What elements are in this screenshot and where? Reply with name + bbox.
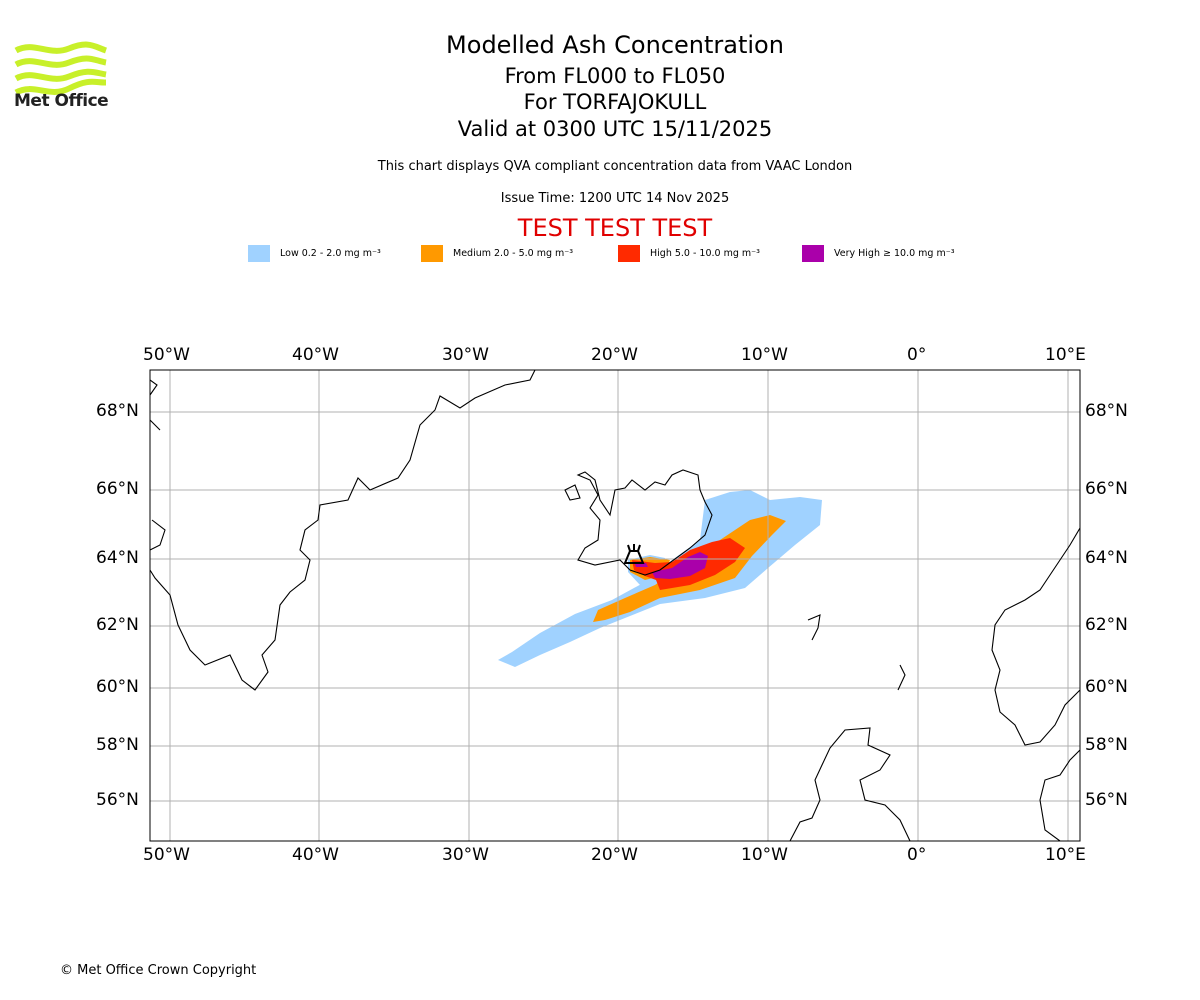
lon-label-bottom: 40°W xyxy=(292,845,339,865)
coastline-norway xyxy=(991,527,1080,841)
flight-levels: From FL000 to FL050 xyxy=(504,64,726,88)
legend-label: Medium 2.0 - 5.0 mg m⁻³ xyxy=(453,248,574,259)
legend-label: Low 0.2 - 2.0 mg m⁻³ xyxy=(280,248,381,259)
lat-label-left: 64°N xyxy=(96,548,139,568)
lon-label-top: 40°W xyxy=(292,345,339,365)
lat-label-right: 56°N xyxy=(1085,790,1128,810)
legend-label: High 5.0 - 10.0 mg m⁻³ xyxy=(650,248,760,259)
legend-swatch xyxy=(618,245,640,262)
lon-label-bottom: 20°W xyxy=(591,845,638,865)
lon-label-bottom: 10°W xyxy=(741,845,788,865)
legend-very-high: Very High ≥ 10.0 mg m⁻³ xyxy=(802,245,955,262)
test-banner: TEST TEST TEST xyxy=(517,214,713,242)
lat-label-left: 68°N xyxy=(96,401,139,421)
lon-label-top: 10°E xyxy=(1045,345,1086,365)
coastline-faroe xyxy=(807,614,821,641)
lon-label-bottom: 50°W xyxy=(143,845,190,865)
lon-label-top: 10°W xyxy=(741,345,788,365)
lat-label-right: 64°N xyxy=(1085,548,1128,568)
legend-label: Very High ≥ 10.0 mg m⁻³ xyxy=(834,248,955,259)
volcano-icon xyxy=(623,544,645,564)
lat-label-right: 58°N xyxy=(1085,735,1128,755)
valid-time: Valid at 0300 UTC 15/11/2025 xyxy=(457,117,773,141)
map-frame xyxy=(149,369,1081,842)
lon-label-bottom: 30°W xyxy=(442,845,489,865)
coastline-iceland xyxy=(564,469,713,576)
lat-label-right: 66°N xyxy=(1085,479,1128,499)
gridlines xyxy=(150,370,1080,841)
logo-text: Met Office xyxy=(14,91,109,111)
description: This chart displays QVA compliant concen… xyxy=(377,159,853,174)
issue-time: Issue Time: 1200 UTC 14 Nov 2025 xyxy=(500,191,730,206)
lon-label-bottom: 10°E xyxy=(1045,845,1086,865)
lon-label-top: 30°W xyxy=(442,345,489,365)
lat-label-left: 60°N xyxy=(96,677,139,697)
legend-low: Low 0.2 - 2.0 mg m⁻³ xyxy=(248,245,381,262)
lat-label-right: 62°N xyxy=(1085,615,1128,635)
lon-label-top: 0° xyxy=(907,345,927,365)
lon-label-top: 20°W xyxy=(591,345,638,365)
legend-medium: Medium 2.0 - 5.0 mg m⁻³ xyxy=(421,245,573,262)
volcano-name: For TORFAJOKULL xyxy=(523,90,707,114)
coastline-greenland-west xyxy=(150,379,166,551)
lat-label-left: 58°N xyxy=(96,735,139,755)
coastline-scotland xyxy=(789,727,911,841)
legend-swatch xyxy=(421,245,443,262)
lat-label-left: 66°N xyxy=(96,479,139,499)
coastline-shetland xyxy=(897,664,906,691)
lat-label-left: 56°N xyxy=(96,790,139,810)
coastline-greenland xyxy=(150,370,536,691)
lat-label-right: 68°N xyxy=(1085,401,1128,421)
met-office-logo-icon xyxy=(14,41,108,96)
lon-label-bottom: 0° xyxy=(907,845,927,865)
legend-high: High 5.0 - 10.0 mg m⁻³ xyxy=(618,245,760,262)
lon-label-top: 50°W xyxy=(143,345,190,365)
chart-title: Modelled Ash Concentration xyxy=(446,31,784,59)
lat-label-left: 62°N xyxy=(96,615,139,635)
legend-swatch xyxy=(248,245,270,262)
lat-label-right: 60°N xyxy=(1085,677,1128,697)
legend-swatch xyxy=(802,245,824,262)
copyright: © Met Office Crown Copyright xyxy=(60,963,257,978)
